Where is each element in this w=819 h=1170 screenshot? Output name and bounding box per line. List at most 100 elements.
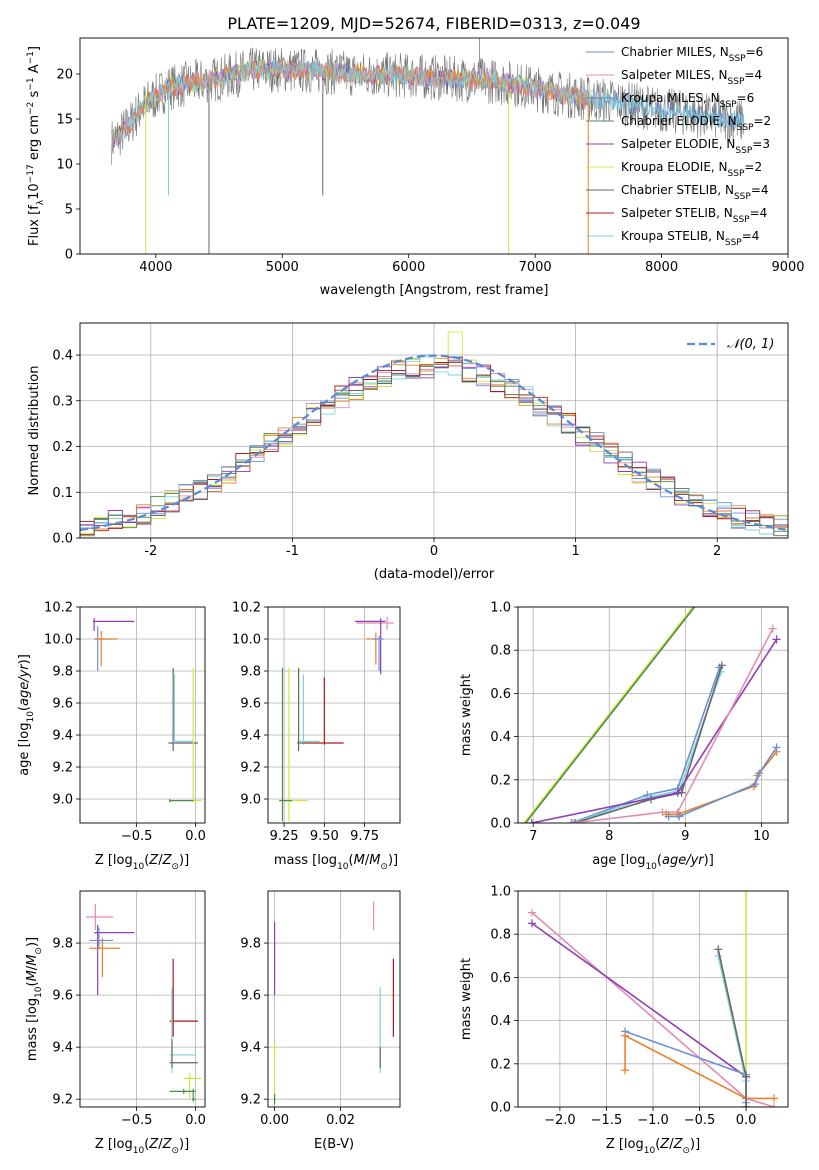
spectrum-line (111, 58, 589, 144)
point-marker (742, 1103, 751, 1107)
axes-frame (267, 890, 401, 1108)
y-tick-label: 10.2 (232, 601, 261, 616)
x-tick-label: 7000 (519, 260, 552, 275)
spectrum-line (111, 58, 745, 149)
chart-ebv-mass: 0.00 0.02 9.2 9.4 9.6 9.8 E(B-V) (240, 890, 401, 1152)
x-tick-label: 0.0 (185, 829, 206, 844)
y-tick-label: 10.0 (232, 633, 261, 648)
y-tick-label: 0.2 (490, 773, 511, 788)
point-marker (621, 1031, 630, 1040)
axes-frame (79, 606, 206, 824)
y-tick-label: 0.1 (52, 486, 73, 501)
x-axis-label: Z [log10(Z/Z⊙)] (95, 1137, 189, 1156)
plot-area (111, 38, 745, 254)
y-tick-label: 1.0 (490, 885, 511, 900)
y-tick-label: 9.4 (240, 1041, 261, 1056)
chart-residuals: -2 -1 0 1 2 0.0 0.1 0.2 0.3 0.4 (data-model)/error… (27, 322, 789, 582)
point-marker (768, 624, 777, 633)
point-marker (527, 908, 536, 917)
point-marker (527, 919, 536, 928)
x-axis-label: (data-model)/error (374, 567, 495, 582)
x-tick-label: −1.0 (637, 1113, 669, 1128)
point-marker (772, 635, 781, 644)
y-tick-label: 9.8 (52, 665, 73, 680)
chart-z-age: −0.5 0.0 9.0 9.2 9.4 9.6 9.8 10.0 10.2 Z [log10(Z… (17, 601, 206, 873)
x-tick-label: −2.0 (544, 1113, 576, 1128)
axis-label-mass: mass [log10(M/M⊙)] (274, 853, 398, 872)
point-marker (772, 743, 781, 752)
histogram-step (80, 356, 788, 535)
x-tick-label: 5000 (266, 260, 299, 275)
y-tick-label: 9.0 (52, 793, 73, 808)
y-tick-label: 9.8 (240, 937, 261, 952)
y-tick-label: 0.6 (490, 971, 511, 986)
point-marker (664, 812, 673, 821)
y-tick-label: 0.0 (52, 532, 73, 547)
plot-area (80, 331, 788, 537)
series-line (574, 665, 723, 823)
x-tick-label: 9 (681, 829, 689, 844)
point-marker (621, 1066, 630, 1075)
y-tick-label: 10.2 (44, 601, 73, 616)
y-tick-label: 9.6 (52, 989, 73, 1004)
series-line (666, 751, 778, 816)
y-tick-label: 15 (56, 113, 73, 128)
legend-entry: Chabrier STELIB, NSSP=4 (621, 183, 769, 202)
axes-frame (517, 606, 789, 824)
legend-entry: Salpeter ELODIE, NSSP=3 (621, 137, 770, 156)
normal-curve (80, 354, 788, 532)
spectrum-line (111, 59, 745, 149)
x-tick-label: −0.5 (684, 1113, 716, 1128)
x-tick-label: 7 (529, 829, 537, 844)
x-tick-label: 0.02 (326, 1113, 355, 1128)
axis-label-age: age [log10(age/yr)] (592, 853, 714, 872)
y-tick-label: 9.6 (240, 989, 261, 1004)
x-axis-label: Z [log10(Z/Z⊙)] (606, 1137, 700, 1156)
point-marker (742, 1072, 751, 1081)
y-tick-label: 9.8 (240, 665, 261, 680)
x-tick-label: 4000 (139, 260, 172, 275)
chart-age-weight: 7 8 9 10 0.0 0.2 0.4 0.6 0.8 1.0 mass weight age [l… (459, 601, 789, 872)
series-line (531, 922, 747, 1107)
y-tick-label: 0.8 (490, 928, 511, 943)
y-tick-label: 0.3 (52, 394, 73, 409)
legend-entry: Kroupa STELIB, NSSP=4 (621, 229, 759, 248)
plot-area (279, 616, 394, 822)
y-tick-label: 0.0 (490, 1101, 511, 1116)
legend-entry: Kroupa MILES, NSSP=6 (621, 91, 754, 110)
y-tick-label: 0.4 (490, 730, 511, 745)
y-tick-label: 9.4 (52, 1041, 73, 1056)
series-line (572, 628, 774, 823)
figure-title: PLATE=1209, MJD=52674, FIBERID=0313, z=0… (227, 14, 640, 33)
legend-entry: Salpeter STELIB, NSSP=4 (621, 206, 767, 225)
point-marker (770, 1094, 779, 1103)
x-tick-label: -1 (286, 544, 299, 559)
legend-entry: Kroupa ELODIE, NSSP=2 (621, 160, 762, 179)
y-tick-label: 0.6 (490, 687, 511, 702)
y-axis-label: Flux [fλ10−17 erg cm−2 s−1 A−1] (26, 46, 46, 246)
y-tick-label: 9.4 (52, 729, 73, 744)
point-marker (675, 812, 684, 821)
point-marker (527, 819, 536, 823)
x-tick-label: 8000 (645, 260, 678, 275)
x-tick-label: −1.5 (591, 1113, 623, 1128)
y-tick-label: 20 (56, 68, 73, 83)
y-tick-label: 10 (56, 158, 73, 173)
y-tick-label: 0.0 (490, 817, 511, 832)
y-tick-label: 10.0 (44, 633, 73, 648)
series-line (717, 955, 747, 1107)
x-tick-label: -2 (144, 544, 157, 559)
point-marker (755, 769, 764, 778)
y-tick-label: 9.2 (240, 1093, 261, 1108)
point-marker (658, 808, 667, 817)
axis-label-age: age [log10(age/yr)] (17, 654, 36, 776)
axes-frame (79, 322, 789, 539)
y-tick-label: 9.2 (52, 761, 73, 776)
chart-z-mass: −0.5 0.0 9.2 9.4 9.6 9.8 Z [log10(Z/Z⊙)] mass [… (25, 890, 206, 1156)
y-tick-label: 9.4 (240, 729, 261, 744)
axes-frame (79, 37, 789, 255)
spectrum-line (111, 47, 745, 165)
y-tick-label: 0 (65, 248, 73, 263)
legend-entry: Chabrier ELODIE, NSSP=2 (621, 114, 771, 133)
